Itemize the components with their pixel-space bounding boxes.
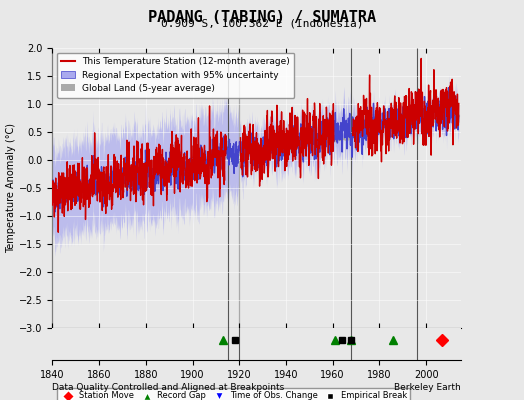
Text: Berkeley Earth: Berkeley Earth xyxy=(395,383,461,392)
Legend: This Temperature Station (12-month average), Regional Expectation with 95% uncer: This Temperature Station (12-month avera… xyxy=(57,52,294,98)
Text: 0.909 S, 100.362 E (Indonesia): 0.909 S, 100.362 E (Indonesia) xyxy=(161,18,363,28)
Legend: Station Move, Record Gap, Time of Obs. Change, Empirical Break: Station Move, Record Gap, Time of Obs. C… xyxy=(57,388,410,400)
Text: PADANG (TABING) / SUMATRA: PADANG (TABING) / SUMATRA xyxy=(148,10,376,25)
Y-axis label: Temperature Anomaly (°C): Temperature Anomaly (°C) xyxy=(6,123,16,253)
Text: Data Quality Controlled and Aligned at Breakpoints: Data Quality Controlled and Aligned at B… xyxy=(52,383,285,392)
